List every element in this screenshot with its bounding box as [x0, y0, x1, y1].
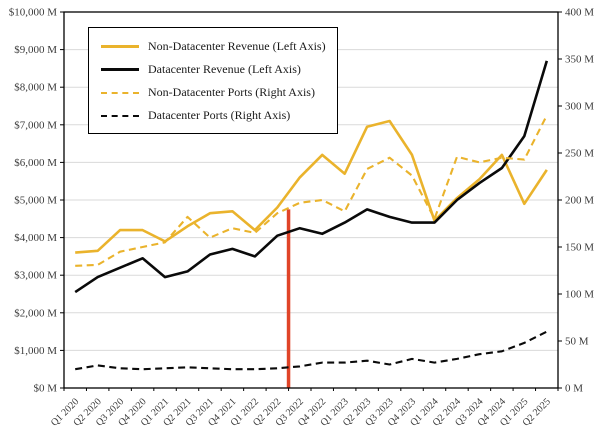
right-axis-label: 200 M — [565, 195, 594, 207]
left-axis-label: $4,000 M — [14, 232, 57, 244]
legend-item-datacenter-ports: Datacenter Ports (Right Axis) — [101, 104, 327, 127]
legend-line-sample-black-solid — [101, 68, 139, 71]
left-axis-label: $7,000 M — [14, 119, 57, 131]
legend-label: Non-Datacenter Ports (Right Axis) — [148, 85, 315, 99]
right-axis-label: 250 M — [565, 148, 594, 160]
legend-label: Datacenter Revenue (Left Axis) — [148, 62, 301, 76]
right-axis-label: 150 M — [565, 242, 594, 254]
left-axis-label: $6,000 M — [14, 157, 57, 169]
left-axis-label: $10,000 M — [9, 7, 58, 19]
legend-item-non-datacenter-ports: Non-Datacenter Ports (Right Axis) — [101, 81, 327, 104]
chart-legend: Non-Datacenter Revenue (Left Axis) Datac… — [88, 27, 338, 134]
left-axis-label: $3,000 M — [14, 270, 57, 282]
series-line-2 — [75, 114, 548, 267]
right-axis-label: 50 M — [565, 336, 589, 348]
legend-item-datacenter-revenue: Datacenter Revenue (Left Axis) — [101, 58, 327, 81]
right-axis-label: 300 M — [565, 101, 594, 113]
left-axis-label: $5,000 M — [14, 195, 57, 207]
right-axis-label: 100 M — [565, 289, 594, 301]
right-axis-label: 400 M — [565, 7, 594, 19]
plot-border — [63, 11, 559, 389]
right-axis-label: 0 M — [565, 383, 583, 395]
left-axis-label: $2,000 M — [14, 307, 57, 319]
legend-label: Datacenter Ports (Right Axis) — [148, 108, 291, 122]
left-axis-label: $8,000 M — [14, 82, 57, 94]
left-axis-label: $1,000 M — [14, 345, 57, 357]
left-axis-label: $9,000 M — [14, 44, 57, 56]
right-axis-label: 350 M — [565, 54, 594, 66]
legend-line-sample-gold-solid — [101, 45, 139, 48]
series-line-3 — [75, 330, 548, 371]
series-line-1 — [74, 60, 549, 294]
legend-item-non-datacenter-revenue: Non-Datacenter Revenue (Left Axis) — [101, 35, 327, 58]
legend-line-sample-gold-dashed — [101, 91, 139, 94]
legend-label: Non-Datacenter Revenue (Left Axis) — [148, 39, 326, 53]
legend-line-sample-black-dashed — [101, 114, 139, 117]
series-line-0 — [75, 119, 548, 254]
left-axis-label: $0 M — [33, 383, 57, 395]
